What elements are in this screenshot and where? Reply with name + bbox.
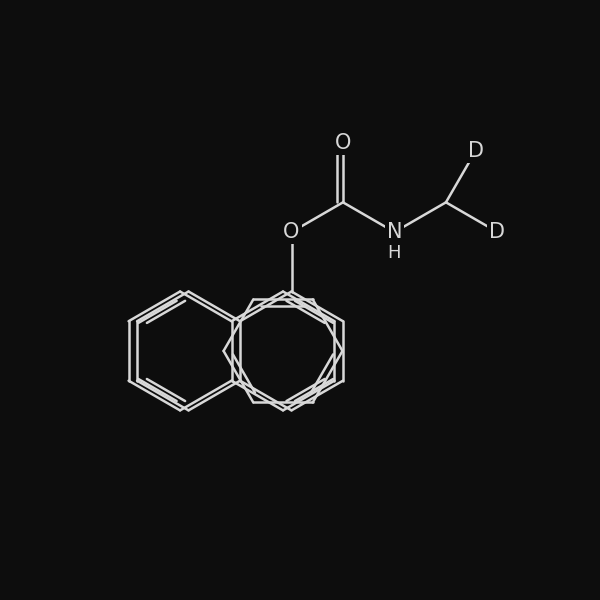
Text: D: D	[467, 141, 484, 161]
Text: H: H	[388, 244, 401, 262]
Text: D: D	[490, 222, 505, 242]
Text: N: N	[387, 222, 402, 242]
Text: O: O	[283, 222, 299, 242]
Text: O: O	[335, 133, 351, 153]
